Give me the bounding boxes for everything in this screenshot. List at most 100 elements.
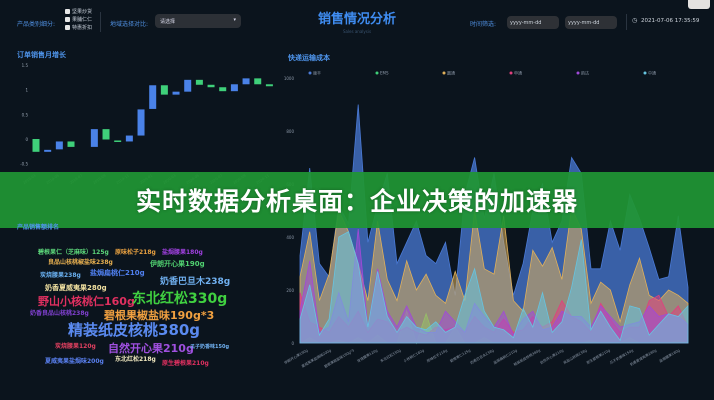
legend-marker	[576, 71, 580, 75]
x-tick-label: 原味松子218g	[426, 348, 448, 364]
region-select-value: 请选择	[160, 19, 176, 25]
checkbox-icon[interactable]	[65, 24, 70, 30]
legend-marker	[375, 71, 379, 75]
category-checkboxes: 坚果炒货 果脯仁仁 特惠折扣	[65, 7, 92, 31]
x-tick-label: 炭烧腰果120g	[356, 348, 378, 364]
legend-label[interactable]: 顺丰	[313, 70, 321, 76]
word-cloud-item: 碧根果仁（芝麻味）125g	[38, 249, 109, 256]
word-cloud-item: 自然开心果210g	[108, 342, 194, 355]
x-tick-label: 自然开心果210g	[539, 348, 564, 366]
word-cloud-item: 东北红松218g	[115, 356, 156, 363]
headline-banner: 实时数据分析桌面：企业决策的加速器	[0, 172, 714, 228]
legend-marker	[509, 71, 513, 75]
x-tick-label: 原生碧根果210g	[585, 348, 610, 366]
y-tick-label: 0.5	[22, 112, 29, 117]
headline-text: 实时数据分析桌面：企业决策的加速器	[135, 187, 578, 216]
page-title: 销售情况分析	[317, 12, 396, 27]
checkbox-label: 坚果炒货	[72, 8, 93, 15]
region-select[interactable]: 请选择 ▾	[155, 14, 241, 28]
waterfall-bar	[114, 140, 122, 142]
waterfall-bar	[265, 84, 273, 87]
legend-label[interactable]: 中通	[648, 70, 656, 76]
y-tick-label: 1.5	[22, 63, 29, 68]
clock-icon: ◷	[632, 17, 638, 24]
y-tick-label: 0	[25, 137, 28, 142]
word-cloud-item: 野山小核桃仁160g	[38, 295, 135, 308]
waterfall-bar	[90, 129, 98, 147]
divider	[100, 12, 101, 32]
waterfall-bar	[55, 141, 63, 150]
word-cloud-item: 奶香良品山核桃238g	[30, 310, 89, 317]
checkbox-label: 果脯仁仁	[72, 16, 93, 23]
legend-marker	[308, 71, 312, 75]
word-cloud-item: 原味松子218g	[115, 249, 156, 256]
page-subtitle: Sales analysis	[342, 29, 372, 34]
word-cloud-item: 夏威夷果盐焗味200g	[45, 358, 104, 365]
waterfall-bar	[172, 91, 180, 95]
shipping-panel-title: 快递运输成本	[288, 54, 330, 62]
checkbox-category-1[interactable]: 坚果炒货	[65, 7, 92, 15]
word-cloud-item: 炭烧腰果120g	[55, 343, 96, 350]
category-filter-label: 产品类别细分:	[17, 21, 56, 28]
ranking-panel-title: 产品销售额排名	[17, 224, 60, 231]
y-tick-label: 1	[25, 88, 28, 93]
word-cloud-item: 伊朗开心果190g	[150, 260, 205, 268]
word-cloud-item: 炭烧腰果238g	[40, 272, 81, 279]
corner-button[interactable]	[688, 0, 710, 9]
waterfall-bar	[207, 84, 215, 88]
date-to-input[interactable]: yyyy-mm-dd	[565, 16, 617, 29]
waterfall-bar	[219, 87, 227, 92]
word-cloud-item: 原生碧根果210g	[162, 360, 209, 367]
word-cloud-item: 精装纸皮核桃380g	[68, 321, 201, 339]
word-cloud-item: 碧根果椒盐味190g*3	[104, 309, 215, 322]
waterfall-bar	[230, 84, 238, 92]
checkbox-category-3[interactable]: 特惠折扣	[65, 23, 92, 31]
y-tick-label: 200	[286, 288, 294, 293]
x-tick-label: 奶香巴旦木238g	[469, 348, 494, 366]
current-datetime: 2021-07-06 17:35:59	[641, 18, 700, 24]
waterfall-bar	[32, 139, 40, 152]
x-tick-label: 小核桃仁160g	[402, 348, 424, 364]
y-tick-label: 400	[286, 235, 294, 240]
area-series-6	[299, 231, 689, 344]
legend-marker	[643, 71, 647, 75]
legend-label[interactable]: 圆通	[447, 70, 455, 76]
x-tick-label: 良品山核桃238g	[562, 348, 587, 366]
y-tick-label: -0.5	[20, 162, 28, 167]
caret-down-icon: ▾	[233, 17, 236, 23]
waterfall-bar	[242, 78, 250, 85]
waterfall-bar	[102, 129, 110, 140]
region-label: 地域选择对比:	[110, 21, 149, 28]
growth-panel-title: 订单销售月增长	[17, 51, 66, 59]
legend-label[interactable]: EMS	[380, 71, 389, 76]
waterfall-bar	[44, 149, 52, 152]
waterfall-bar	[137, 109, 145, 136]
waterfall-bar	[184, 79, 192, 92]
y-tick-label: 0	[291, 341, 294, 346]
word-cloud-item: 瓜子奶香味150g	[190, 344, 230, 350]
word-cloud-item: 奶香夏威夷果280g	[45, 284, 107, 292]
waterfall-bar	[125, 135, 133, 142]
legend-label[interactable]: 申通	[514, 70, 522, 76]
waterfall-bar	[149, 85, 157, 109]
waterfall-bar	[67, 141, 75, 147]
checkbox-icon[interactable]	[65, 16, 70, 22]
checkbox-category-2[interactable]: 果脯仁仁	[65, 15, 92, 23]
word-cloud-item: 盐焗扁桃仁210g	[90, 269, 145, 277]
date-filter-label: 时间筛选:	[470, 21, 497, 28]
word-cloud-item: 东北红松330g	[132, 291, 228, 307]
legend-label[interactable]: 韵达	[581, 70, 589, 76]
y-tick-label: 800	[286, 129, 294, 134]
growth-waterfall-chart: 1.510.50-0.52019-032019-052019-072019-09…	[20, 63, 273, 185]
checkbox-label: 特惠折扣	[72, 24, 93, 31]
divider	[626, 14, 627, 30]
checkbox-icon[interactable]	[65, 8, 70, 14]
word-cloud-item: 奶香巴旦木238g	[160, 277, 231, 287]
date-from-input[interactable]: yyyy-mm-dd	[507, 16, 559, 29]
waterfall-bar	[160, 85, 168, 95]
x-tick-label: 碧根果仁125g	[449, 348, 471, 364]
waterfall-bar	[195, 79, 203, 85]
word-cloud-item: 盐焗腰果180g	[162, 249, 203, 256]
y-tick-label: 1000	[284, 76, 295, 81]
x-tick-label: 东北红松330g	[379, 348, 401, 364]
